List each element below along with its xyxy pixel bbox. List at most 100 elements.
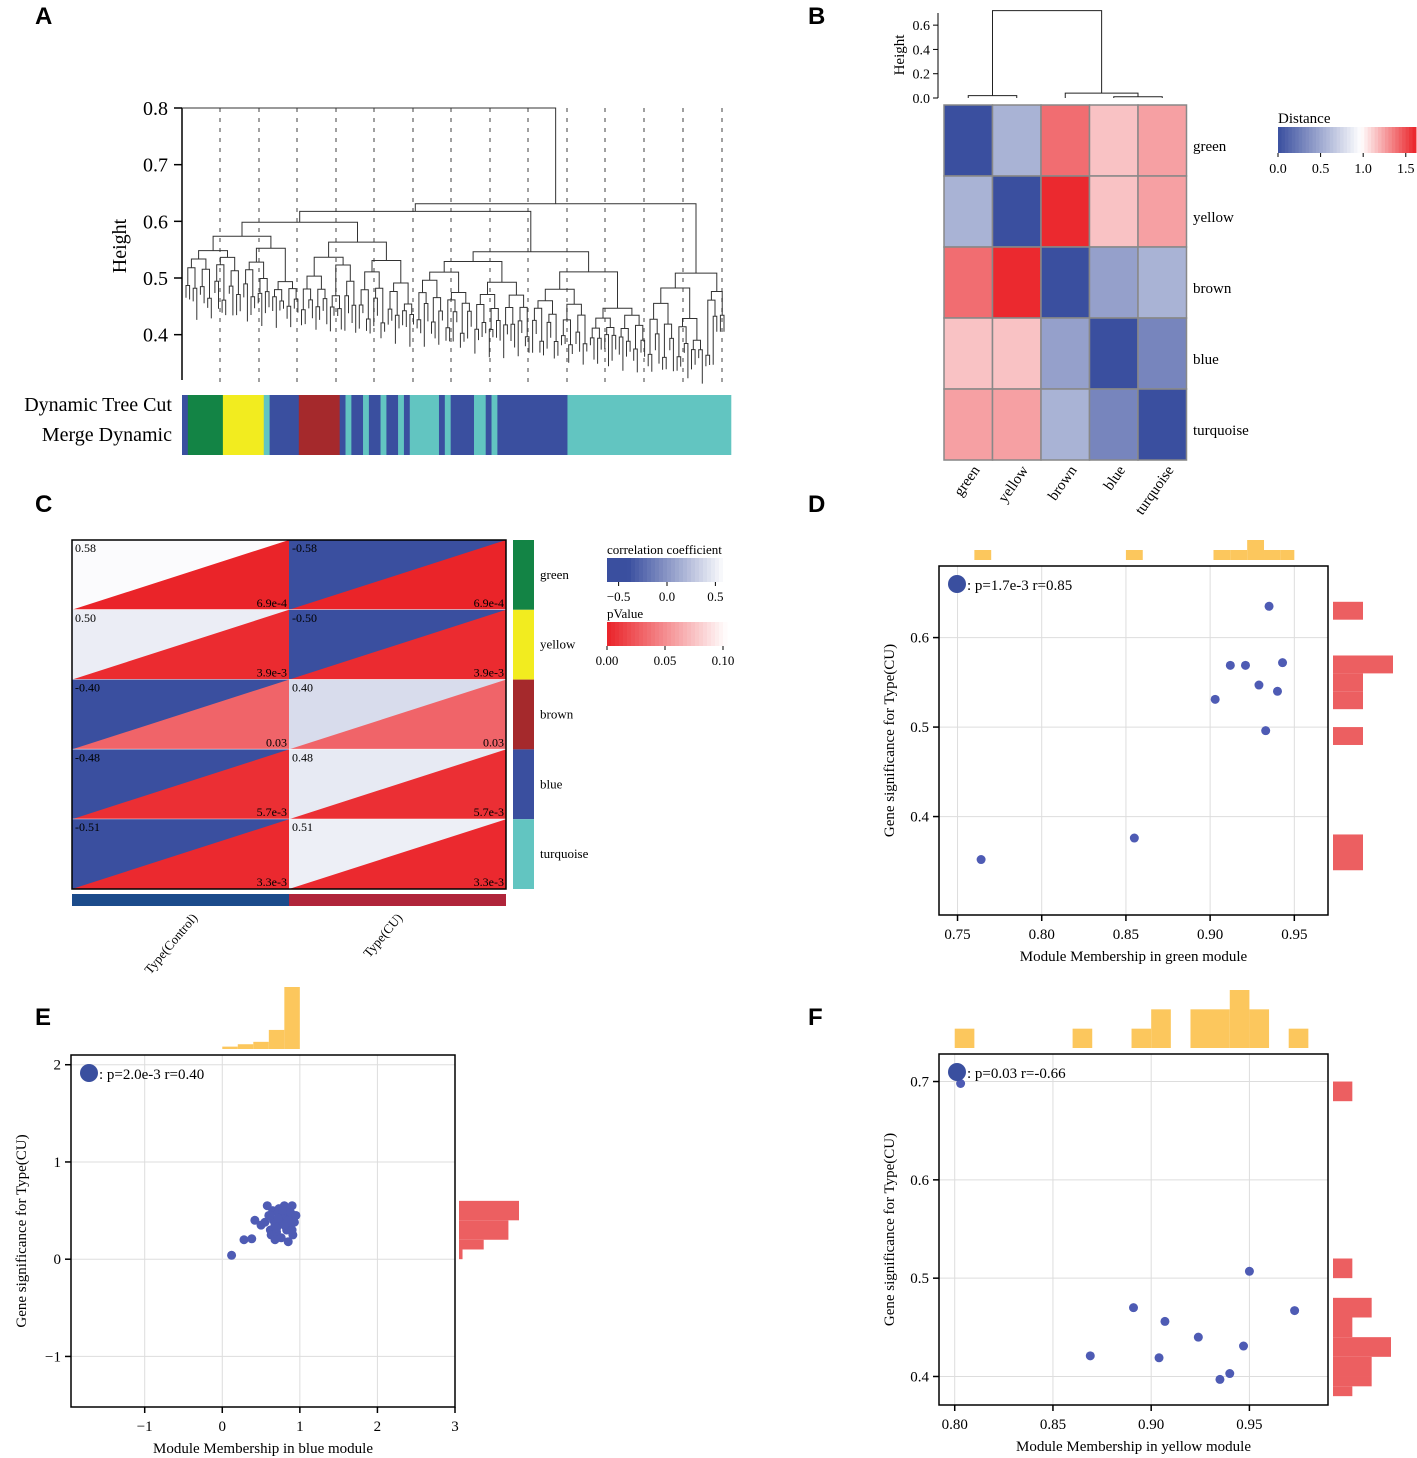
panel-f-x-label: Module Membership in yellow module	[1016, 1439, 1251, 1455]
panel-c-legend-p-swatch	[679, 622, 684, 646]
panel-b-cell	[1088, 317, 1139, 390]
panel-c-legend-cor-swatch	[635, 558, 640, 582]
panel-f-point	[1239, 1341, 1249, 1351]
panel-e-x-tick-label: 0	[219, 1419, 227, 1435]
panel-c-p-label: 3.9e-3	[257, 666, 287, 680]
panel-b-dendro-tick-label: 0.0	[913, 92, 931, 107]
panel-e-x-tick-label: 2	[374, 1419, 382, 1435]
panel-c-module-swatch-blue	[513, 749, 534, 820]
panel-a-strip-segment-blue	[450, 395, 475, 455]
panel-a-strip-segment-turquoise	[444, 395, 451, 455]
panel-d-frame	[938, 565, 1329, 916]
panel-c-p-label: 3.9e-3	[474, 666, 504, 680]
panel-b-legend-swatch	[1371, 127, 1376, 153]
panel-c-p-label: 6.9e-4	[474, 596, 504, 610]
panel-b-legend-swatch	[1322, 127, 1327, 153]
panel-b-row-label-yellow: yellow	[1193, 210, 1234, 226]
panel-d-x-tick-label: 0.80	[1029, 927, 1055, 943]
panel-f-y-tick-label: 0.6	[910, 1173, 929, 1189]
panel-f-x-tick-label: 0.95	[1236, 1417, 1262, 1433]
panel-c-legend-cor-swatch	[719, 558, 724, 582]
panel-e-point	[283, 1237, 293, 1247]
panel-f-legend-marker	[948, 1063, 966, 1081]
panel-e-y-label: Gene significance for Type(CU)	[14, 1134, 30, 1327]
panel-b-legend-swatch	[1319, 127, 1324, 153]
panel-b-cell	[943, 388, 994, 461]
panel-d-hist-top-bar	[1213, 550, 1231, 560]
panel-c-legend-p-swatch	[703, 622, 708, 646]
panel-b-cell	[1040, 246, 1091, 319]
panel-b-col-label-blue: blue	[1101, 463, 1129, 494]
panel-b-legend-swatch	[1347, 127, 1351, 153]
panel-c-cell-p	[72, 540, 289, 610]
panel-c-legend: correlation coefficient −0.5 0.0 0.5 pValu…	[596, 542, 735, 668]
panel-d-x-label: Module Membership in green module	[1020, 949, 1248, 965]
panel-c-module-swatch-yellow	[513, 609, 534, 680]
panel-c-legend-p-swatch	[651, 622, 656, 646]
panel-c-cells: 0.58 6.9e-4 -0.58 6.9e-4 0.50 3.9e-3 -0.50 3.9e…	[72, 540, 506, 890]
panel-a-strip-segment-turquoise	[474, 395, 487, 455]
panel-d-hist-right-bar	[1333, 673, 1363, 692]
panel-a-strip-segment-turquoise	[380, 395, 387, 455]
panel-d-point	[1210, 694, 1220, 704]
panel-b-y-label: Height	[892, 34, 908, 76]
panel-c-cell-p	[72, 679, 289, 750]
panel-d-hist-top-bar	[1230, 550, 1248, 560]
panel-c-legend-p-swatch	[663, 622, 668, 646]
panel-b-cell	[991, 317, 1042, 390]
panel-a-strip-segment-blue	[351, 395, 364, 455]
panel-e-x-tick-label: 1	[296, 1419, 304, 1435]
panel-b-cell	[1137, 246, 1188, 319]
panel-d-point	[1254, 680, 1264, 690]
panel-c-legend-cor-swatch	[695, 558, 700, 582]
panel-f-frame	[938, 1053, 1329, 1406]
panel-a-y-axis: 0.8 0.7 0.6 0.5 0.4	[143, 98, 183, 380]
panel-c-legend-p-swatch	[643, 622, 648, 646]
panel-label-a: A	[35, 3, 52, 30]
panel-d-y-tick-label: 0.6	[910, 631, 929, 647]
panel-c-legend-p-swatch	[687, 622, 692, 646]
panel-c-legend-p-ticks: 0.00 0.05 0.10	[596, 646, 734, 668]
panel-c-legend-p-swatch	[635, 622, 640, 646]
panel-b-legend: Distance 0.0 0.5 1.0 1.5	[1269, 111, 1417, 177]
panel-d-x-tick-label: 0.75	[944, 927, 970, 943]
panel-a-strip-segment-blue	[386, 395, 399, 455]
panel-label-c: C	[35, 491, 52, 518]
panel-e-frame	[70, 1054, 456, 1408]
panel-c-trait-label-control: Type(Control)	[141, 910, 200, 976]
panel-d-hist-top-bar	[1247, 540, 1265, 560]
panel-c-legend-p-swatch	[623, 622, 628, 646]
panel-b-col-label-green: green	[951, 463, 983, 500]
panel-a-tree	[182, 107, 725, 384]
panel-b-legend-bar	[1278, 127, 1417, 153]
panel-c-legend-cor-swatch	[647, 558, 652, 582]
panel-label-b: B	[808, 3, 825, 30]
panel-e-point	[287, 1225, 297, 1235]
panel-d-point	[1272, 686, 1282, 696]
panel-c-cell-p	[289, 819, 506, 889]
panel-c-legend-p-swatch	[699, 622, 704, 646]
panel-c-legend-cor-swatch	[675, 558, 680, 582]
panel-c-p-label: 3.3e-3	[474, 875, 504, 889]
panel-c-legend-p-swatch	[715, 622, 720, 646]
panel-b-legend-swatch	[1353, 127, 1358, 153]
panel-c-legend-p-title: pValue	[607, 606, 643, 621]
panel-c-module-label-green: green	[540, 567, 569, 582]
panel-e-hist-top-bar	[222, 1046, 238, 1049]
panel-c-legend-cor-swatch	[615, 558, 620, 582]
panel-c-cor-label: 0.50	[75, 611, 96, 625]
panel-c-module-label-yellow: yellow	[540, 637, 576, 652]
panel-d-hist-right-bar	[1333, 601, 1363, 620]
panel-b-legend-swatch	[1295, 127, 1300, 153]
panel-f-hist-right-bar	[1333, 1258, 1353, 1279]
panel-b-col-label-brown: brown	[1045, 463, 1080, 504]
panel-b-legend-swatch	[1333, 127, 1338, 153]
panel-c-legend-cor-swatch	[691, 558, 696, 582]
panel-c-legend-p-swatch	[711, 622, 716, 646]
panel-b-cell	[1040, 175, 1091, 248]
panel-a-dendrogram: 0.80.70.60.50.4 Height Dynamic Tree Cut …	[24, 98, 732, 455]
panel-f-x-tick-label: 0.85	[1040, 1417, 1066, 1433]
panel-e-point	[278, 1206, 288, 1216]
panel-c-legend-cor-swatch	[627, 558, 632, 582]
